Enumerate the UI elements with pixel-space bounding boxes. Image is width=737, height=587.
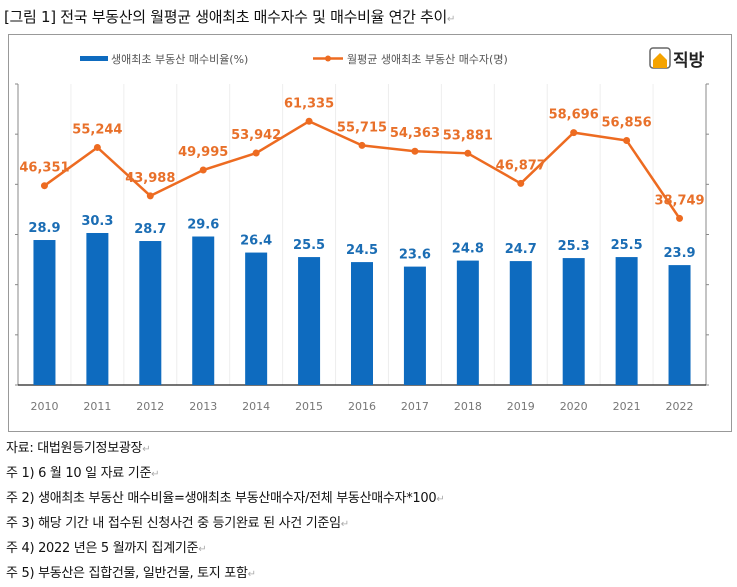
line-value-label: 49,995 xyxy=(178,145,228,160)
bar-value-label: 28.9 xyxy=(28,221,60,236)
bar xyxy=(139,241,162,385)
line-value-label: 43,988 xyxy=(125,171,175,186)
x-tick-label: 2022 xyxy=(666,400,694,413)
bar-value-label: 29.6 xyxy=(187,218,219,233)
x-tick-label: 2014 xyxy=(242,400,270,413)
line-value-label: 55,244 xyxy=(72,122,122,137)
x-tick-label: 2012 xyxy=(136,400,164,413)
x-tick-label: 2019 xyxy=(507,400,535,413)
note-text: 자료: 대법원등기정보광장 xyxy=(6,441,143,456)
legend: 생애최초 부동산 매수비율(%) 월평균 생애최초 부동산 매수자(명) xyxy=(80,53,508,66)
x-tick-label: 2017 xyxy=(401,400,429,413)
x-tick-label: 2015 xyxy=(295,400,323,413)
x-tick-label: 2011 xyxy=(83,400,111,413)
line-point xyxy=(676,214,684,222)
figure-title-text: [그림 1] 전국 부동산의 월평균 생애최초 매수자수 및 매수비율 연간 추… xyxy=(4,8,448,26)
line-value-label: 61,335 xyxy=(284,96,334,111)
bar-value-label: 23.6 xyxy=(399,248,431,263)
bar-value-label: 23.9 xyxy=(663,246,695,261)
line-point xyxy=(252,149,260,157)
chart-frame xyxy=(8,34,732,432)
note-text: 주 5) 부동산은 집합건물, 일반건물, 토지 포함 xyxy=(6,566,248,581)
line-point xyxy=(411,147,419,155)
line-value-label: 46,877 xyxy=(496,158,546,173)
bar xyxy=(192,236,215,385)
line-series xyxy=(43,119,681,220)
x-tick-label: 2013 xyxy=(189,400,217,413)
notes: 자료: 대법원등기정보광장↵ 주 1) 6 월 10 일 자료 기준↵ 주 2)… xyxy=(6,437,445,587)
line-point xyxy=(464,149,472,157)
bar xyxy=(615,257,638,385)
bar-value-label: 26.4 xyxy=(240,234,272,249)
bar-value-label: 25.5 xyxy=(611,238,643,253)
line-value-label: 56,856 xyxy=(602,116,652,131)
logo-house-icon xyxy=(653,53,667,68)
x-tick-label: 2018 xyxy=(454,400,482,413)
line-point xyxy=(305,117,313,125)
legend-line-marker xyxy=(325,55,331,62)
note-1: 주 1) 6 월 10 일 자료 기준↵ xyxy=(6,466,160,481)
bar xyxy=(298,257,321,385)
bar-value-label: 24.8 xyxy=(452,242,484,257)
line-point xyxy=(517,179,525,187)
note-2: 주 2) 생애최초 부동산 매수비율=생애최초 부동산매수자/전체 부동산매수자… xyxy=(6,491,445,506)
logo-text: 직방 xyxy=(673,51,705,71)
line-value-label: 38,749 xyxy=(654,193,704,208)
line-point xyxy=(623,137,631,145)
note-text: 주 2) 생애최초 부동산 매수비율=생애최초 부동산매수자/전체 부동산매수자… xyxy=(6,491,437,506)
note-3: 주 3) 해당 기간 내 접수된 신청사건 중 등기완료 된 사건 기준임↵ xyxy=(6,516,349,531)
line-value-label: 53,881 xyxy=(443,128,493,143)
bar-value-label: 24.5 xyxy=(346,243,378,258)
bar xyxy=(403,266,426,385)
line-value-label: 53,942 xyxy=(231,128,281,143)
zigbang-logo: 직방 xyxy=(649,47,705,71)
bar xyxy=(562,258,585,385)
x-tick-label: 2021 xyxy=(613,400,641,413)
line-point xyxy=(199,166,207,174)
line-point xyxy=(358,141,366,149)
bar xyxy=(456,260,479,385)
legend-bar-swatch xyxy=(80,56,108,61)
bar xyxy=(86,232,109,385)
bar xyxy=(668,265,691,385)
bar xyxy=(245,252,268,385)
line-point xyxy=(570,129,578,137)
bar-value-label: 30.3 xyxy=(81,214,113,229)
x-tick-label: 2016 xyxy=(348,400,376,413)
bar xyxy=(351,262,373,385)
bar-value-label: 25.3 xyxy=(558,239,590,254)
note-text: 주 3) 해당 기간 내 접수된 신청사건 중 등기완료 된 사건 기준임 xyxy=(6,516,341,531)
line-point xyxy=(93,143,101,151)
line-value-label: 55,715 xyxy=(337,120,387,135)
figure-title: [그림 1] 전국 부동산의 월평균 생애최초 매수자수 및 매수비율 연간 추… xyxy=(4,6,455,27)
bar-value-label: 28.7 xyxy=(134,222,166,237)
x-tick-label: 2010 xyxy=(30,400,58,413)
paragraph-mark-icon: ↵ xyxy=(447,14,456,25)
line-value-label: 58,696 xyxy=(549,108,599,123)
note-text: 주 4) 2022 년은 5 월까지 집계기준 xyxy=(6,541,199,556)
line-value-label: 54,363 xyxy=(390,126,440,141)
bar-value-label: 24.7 xyxy=(505,242,537,257)
note-5: 주 5) 부동산은 집합건물, 일반건물, 토지 포함↵ xyxy=(6,566,256,581)
bar xyxy=(509,261,532,385)
chart: 생애최초 부동산 매수비율(%) 월평균 생애최초 부동산 매수자(명) 직방 … xyxy=(15,47,709,413)
bar-value-label: 25.5 xyxy=(293,238,325,253)
note-source: 자료: 대법원등기정보광장↵ xyxy=(6,441,151,456)
x-tick-label: 2020 xyxy=(560,400,588,413)
line-value-label: 46,351 xyxy=(19,161,69,176)
legend-bar-label: 생애최초 부동산 매수비율(%) xyxy=(111,53,248,66)
line-point xyxy=(146,192,154,200)
note-text: 주 1) 6 월 10 일 자료 기준 xyxy=(6,466,152,481)
note-4: 주 4) 2022 년은 5 월까지 집계기준↵ xyxy=(6,541,207,556)
line-point xyxy=(40,182,48,190)
bar xyxy=(33,240,56,385)
legend-line-label: 월평균 생애최초 부동산 매수자(명) xyxy=(347,53,508,66)
